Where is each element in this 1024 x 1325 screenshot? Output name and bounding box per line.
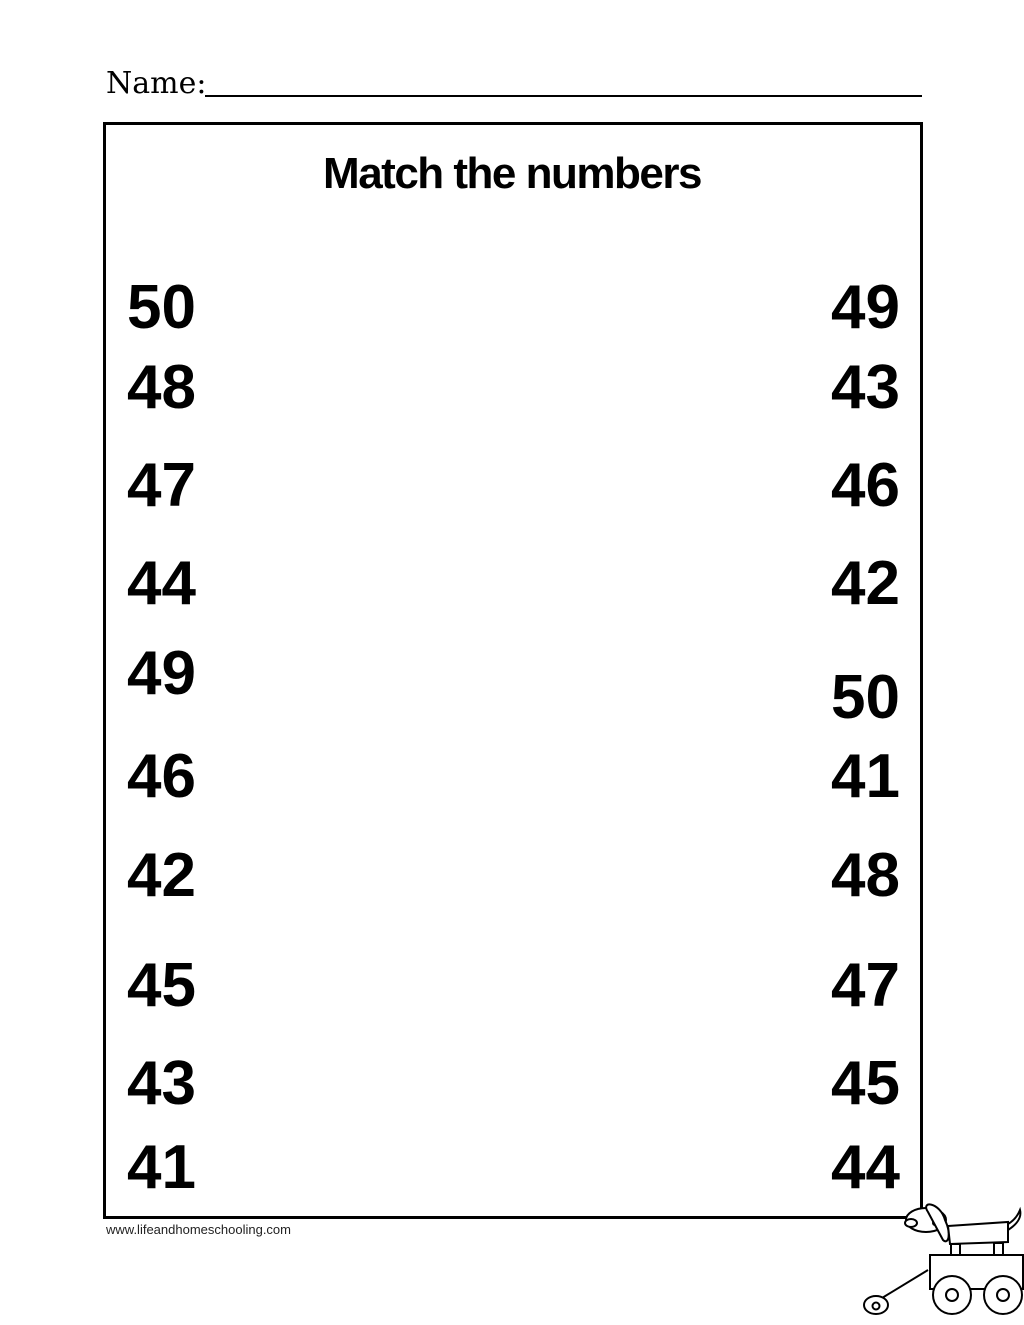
worksheet-title: Match the numbers — [323, 149, 702, 198]
left-number[interactable]: 42 — [127, 841, 196, 910]
right-number[interactable]: 48 — [831, 841, 900, 910]
name-label: Name: — [106, 66, 207, 101]
worksheet-box — [103, 122, 923, 1219]
right-number[interactable]: 49 — [831, 273, 900, 342]
left-number[interactable]: 44 — [127, 549, 196, 618]
right-number[interactable]: 43 — [831, 353, 900, 422]
right-number[interactable]: 41 — [831, 742, 900, 811]
right-number[interactable]: 44 — [831, 1133, 900, 1202]
right-number[interactable]: 46 — [831, 451, 900, 520]
dog-in-wagon-icon — [863, 1203, 1024, 1315]
left-number[interactable]: 50 — [127, 273, 196, 342]
right-number[interactable]: 50 — [831, 663, 900, 732]
left-number[interactable]: 47 — [127, 451, 196, 520]
right-number[interactable]: 45 — [831, 1049, 900, 1118]
left-number[interactable]: 45 — [127, 951, 196, 1020]
right-number[interactable]: 47 — [831, 951, 900, 1020]
left-number[interactable]: 48 — [127, 353, 196, 422]
left-number[interactable]: 43 — [127, 1049, 196, 1118]
name-line — [205, 95, 922, 97]
right-number[interactable]: 42 — [831, 549, 900, 618]
left-number[interactable]: 46 — [127, 742, 196, 811]
footer-website: www.lifeandhomeschooling.com — [106, 1222, 291, 1237]
left-number[interactable]: 49 — [127, 639, 196, 708]
left-number[interactable]: 41 — [127, 1133, 196, 1202]
